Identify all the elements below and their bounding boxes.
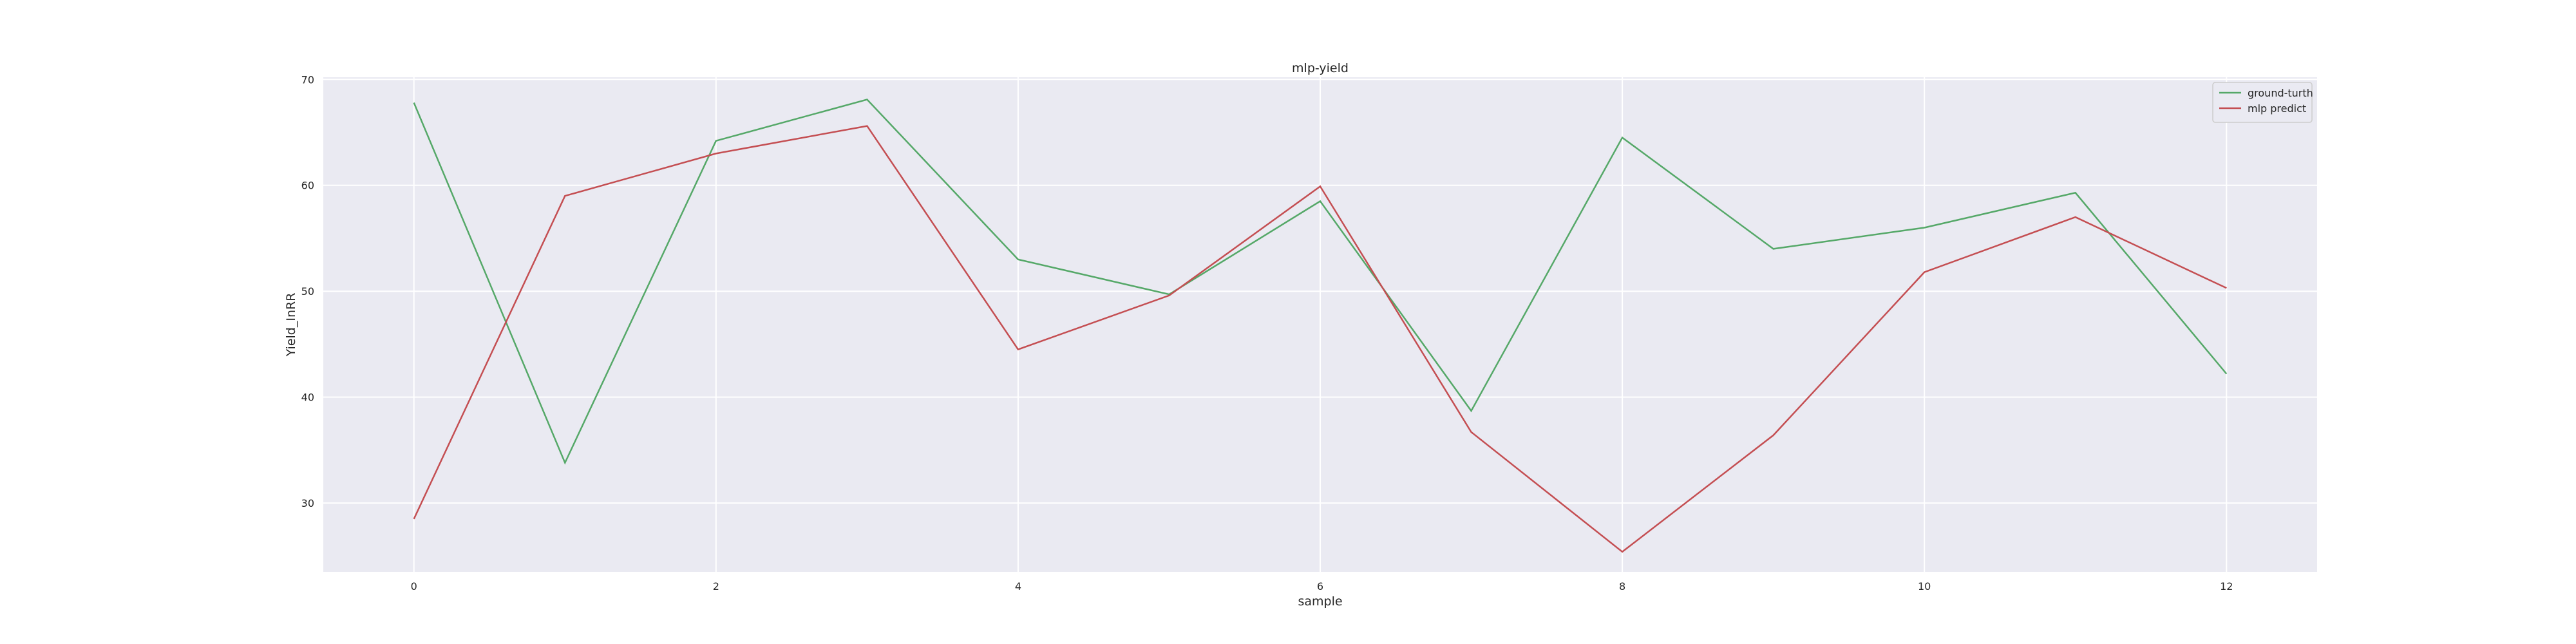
legend-label: ground-turth <box>2248 87 2313 99</box>
x-tick-label: 10 <box>1918 580 1931 592</box>
series-line-ground-truth <box>413 99 2228 465</box>
y-tick-label: 30 <box>301 497 314 509</box>
x-tick-label: 2 <box>713 580 719 592</box>
series-lines <box>413 99 2228 553</box>
x-tick-label: 6 <box>1317 580 1323 592</box>
x-tick-label: 8 <box>1619 580 1625 592</box>
y-tick-label: 60 <box>301 180 314 192</box>
chart-title: mlp-yield <box>1292 61 1349 75</box>
y-tick-label: 50 <box>301 285 314 298</box>
x-tick-label: 4 <box>1015 580 1021 592</box>
y-tick-label: 40 <box>301 392 314 404</box>
grid <box>323 77 2317 572</box>
x-tick-label: 12 <box>2220 580 2233 592</box>
x-axis-label: sample <box>1298 594 1342 609</box>
series-line-mlp-predict <box>413 125 2227 553</box>
legend: ground-turth mlp predict <box>2212 82 2313 123</box>
tick-labels: 0 2 4 6 8 10 12 30 40 50 60 70 <box>301 73 2233 592</box>
legend-label: mlp predict <box>2248 102 2306 115</box>
y-axis-label: Yield_InRR <box>284 293 298 357</box>
x-tick-label: 0 <box>411 580 417 592</box>
y-tick-label: 70 <box>301 73 314 86</box>
